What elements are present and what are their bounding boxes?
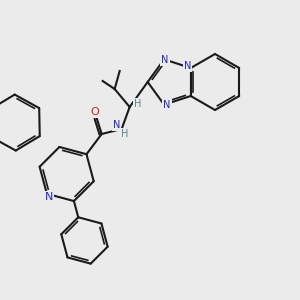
Text: N: N: [45, 192, 53, 202]
Text: O: O: [90, 107, 99, 117]
Text: N: N: [161, 55, 169, 65]
Text: H: H: [134, 99, 141, 109]
Text: N: N: [184, 61, 191, 71]
Text: N: N: [113, 120, 120, 130]
Text: N: N: [164, 100, 171, 110]
Text: H: H: [121, 129, 128, 139]
